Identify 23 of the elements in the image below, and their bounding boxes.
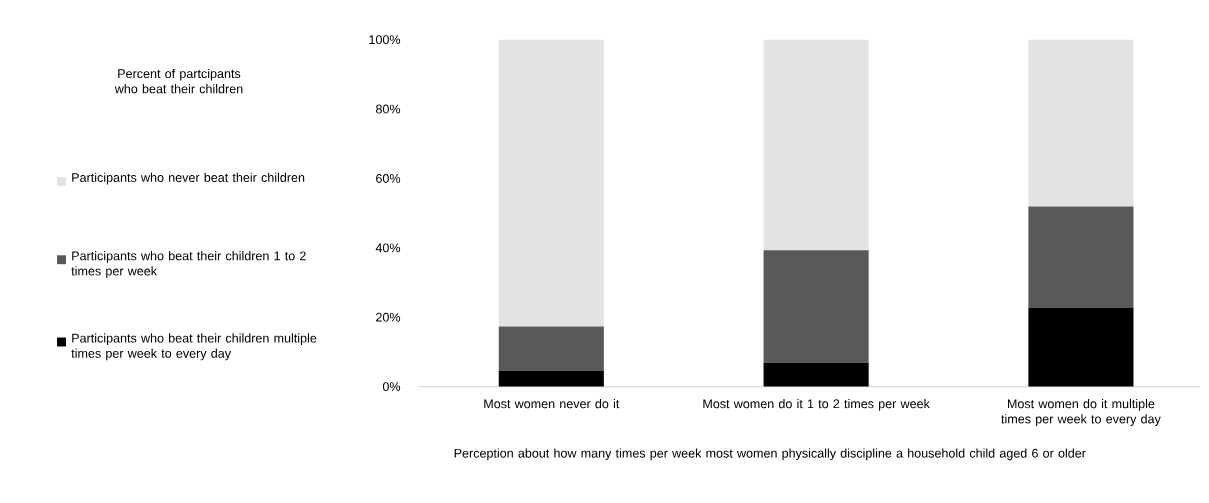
x-tick-label: Most women do it 1 to 2 times per week bbox=[703, 399, 930, 411]
bar bbox=[1028, 307, 1134, 387]
y-tick-label: 80% bbox=[375, 104, 401, 114]
bar bbox=[763, 250, 869, 363]
bar bbox=[1028, 206, 1134, 308]
bar bbox=[763, 39, 869, 251]
bar bbox=[498, 39, 604, 327]
y-tick-label: 0% bbox=[382, 382, 401, 392]
y-tick-label: 20% bbox=[376, 312, 401, 322]
bar bbox=[498, 326, 604, 371]
bar bbox=[498, 370, 604, 387]
x-tick-label: Most women do it multiple times per week to every day bbox=[1001, 399, 1161, 427]
legend-title: Percent of partcipants who beat their children bbox=[114, 69, 243, 94]
legend-label: Participants who never beat their children bbox=[72, 172, 305, 185]
y-tick-label: 100% bbox=[369, 35, 401, 45]
x-axis-title: Perception about how many times per week most women physically discipline a household child aged 6 or older bbox=[454, 448, 1086, 461]
bar bbox=[763, 362, 869, 387]
y-tick-label: 40% bbox=[375, 243, 401, 253]
legend-label: Participants who beat their children multiple times per week to every day bbox=[71, 333, 317, 361]
y-tick-label: 60% bbox=[376, 174, 401, 184]
bar bbox=[1028, 39, 1134, 207]
x-tick-label: Most women never do it bbox=[484, 399, 620, 409]
legend-label: Participants who beat their children 1 to 2 times per week bbox=[71, 251, 306, 279]
